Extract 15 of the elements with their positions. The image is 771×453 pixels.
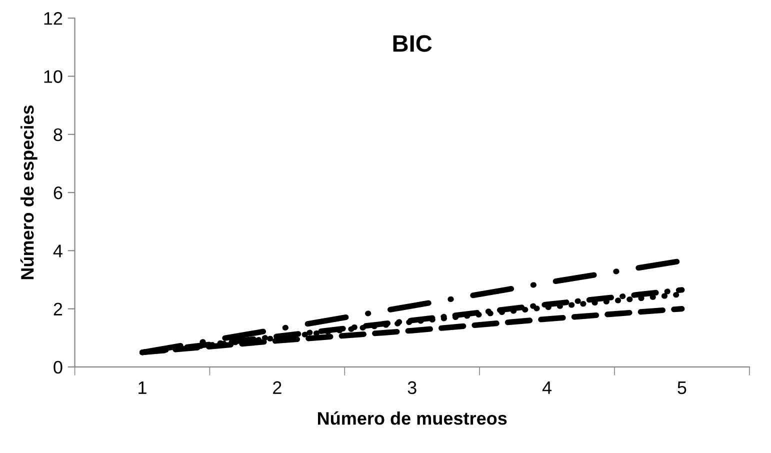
y-tick-label: 6 [54,186,62,200]
x-tick-label: 2 [273,381,282,394]
y-axis-title: Número de especies [20,105,38,280]
x-tick-label: 4 [542,381,552,394]
x-tick-label: 1 [138,381,146,394]
y-tick-label: 0 [54,360,62,374]
y-tick-label: 12 [44,12,62,25]
y-tick-label: 4 [53,244,62,258]
y-tick-label: 2 [54,302,62,316]
y-tick-label: 8 [54,128,62,142]
x-axis-title: Número de muestreos [318,411,507,425]
x-tick-label: 5 [678,381,686,394]
text: BIC [393,35,432,52]
x-tick-label: 3 [408,381,416,394]
y-tick-label: 10 [44,70,62,83]
